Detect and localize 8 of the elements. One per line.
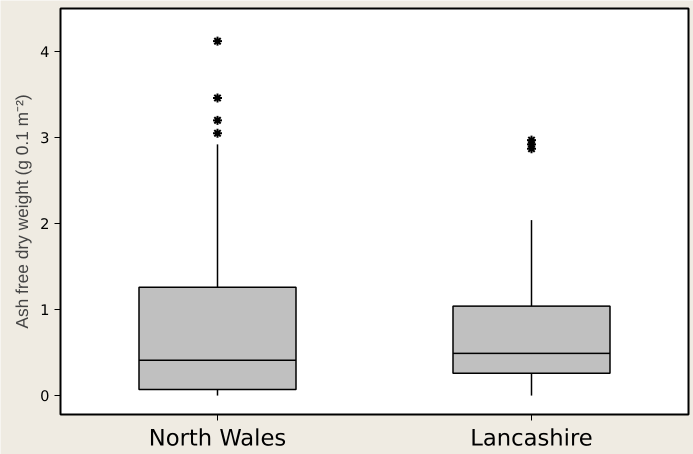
y-axis-title: Ash free dry weight (g 0.1 m⁻²) [12, 94, 32, 329]
y-tick-label: 4 [40, 44, 50, 62]
y-tick-label: 2 [40, 216, 50, 234]
x-tick-label: Lancashire [470, 426, 593, 452]
y-tick-label: 0 [40, 388, 50, 406]
y-tick-label: 1 [40, 302, 50, 320]
x-tick-label: North Wales [148, 426, 286, 452]
y-tick-label: 3 [40, 130, 50, 148]
